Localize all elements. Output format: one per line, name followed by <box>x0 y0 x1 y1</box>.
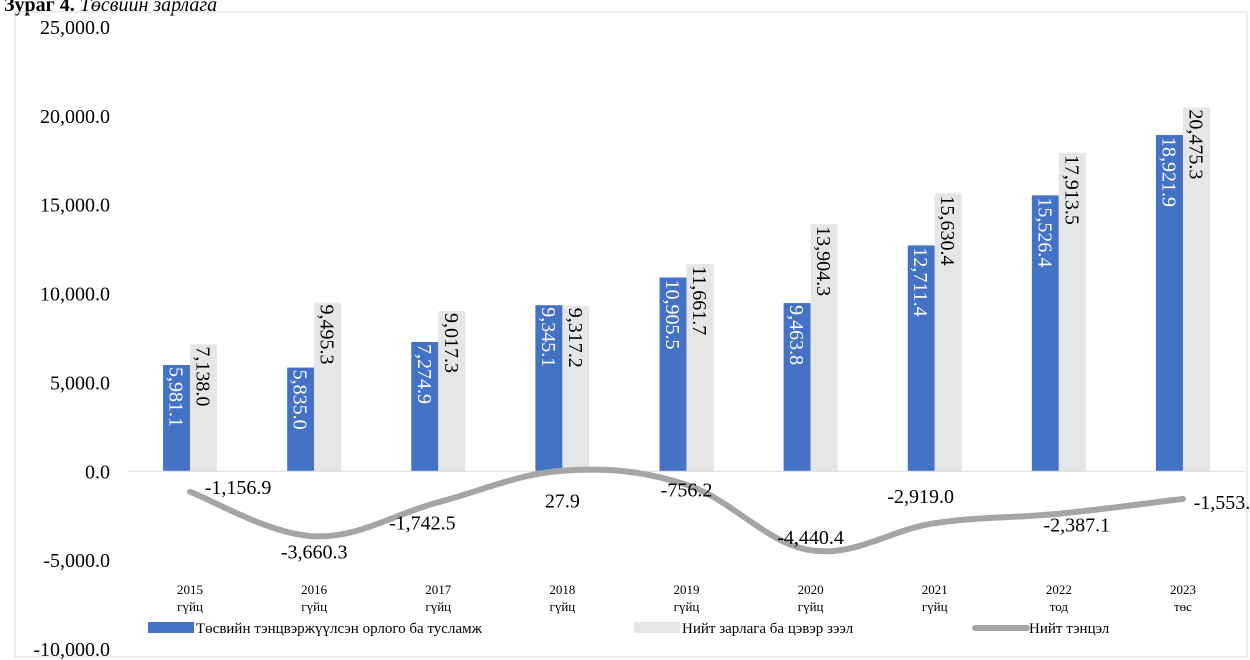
x-category-status: гүйц <box>922 599 948 614</box>
x-category-status: гүйц <box>550 599 576 614</box>
x-category-year: 2022 <box>1046 582 1072 597</box>
x-category-year: 2015 <box>177 582 203 597</box>
x-category-year: 2017 <box>425 582 452 597</box>
revenue-bar-label: 5,981.1 <box>165 367 187 427</box>
revenue-bar-label: 18,921.9 <box>1157 137 1179 207</box>
x-category-status: гүйц <box>301 599 327 614</box>
balance-label: -1,156.9 <box>205 477 272 499</box>
chart-area-border <box>14 11 1248 658</box>
balance-line <box>187 466 1186 555</box>
x-category-status: тод <box>1050 599 1069 614</box>
expenditure-bar-label: 7,138.0 <box>192 346 214 406</box>
revenue-bar <box>1155 135 1183 472</box>
revenue-bar <box>163 364 191 472</box>
legend-expenditure-label: Нийт зарлага ба цэвэр зээл <box>682 621 854 637</box>
x-category-year: 2021 <box>922 582 948 597</box>
revenue-bar-label: 15,526.4 <box>1033 197 1055 267</box>
x-category-year: 2020 <box>798 582 824 597</box>
legend: Төсвийн тэнцвэржүүлсэн орлого ба тусламж… <box>148 621 1110 637</box>
y-tick-label: 10,000.0 <box>40 284 110 306</box>
balance-label: -2,387.1 <box>1043 515 1110 537</box>
x-category-status: төс <box>1174 599 1192 614</box>
legend-revenue-label: Төсвийн тэнцвэржүүлсэн орлого ба тусламж <box>196 621 483 637</box>
legend-expenditure-swatch <box>634 622 680 633</box>
expenditure-bar-label: 17,913.5 <box>1060 155 1082 225</box>
y-tick-label: 25,000.0 <box>40 17 110 39</box>
balance-label: 27.9 <box>545 490 580 512</box>
legend-revenue-swatch <box>148 622 194 633</box>
revenue-bar-label: 9,345.1 <box>537 307 559 367</box>
x-axis-categories: 2015 гүйц 2016 гүйц 2017 гүйц 2018 гүйц 2019 гүйц… <box>177 582 1196 614</box>
revenue-bar-label: 5,835.0 <box>289 370 311 430</box>
expenditure-bar <box>1182 107 1210 472</box>
revenue-bar <box>1031 195 1059 472</box>
balance-label: -2,919.0 <box>887 486 954 508</box>
expenditure-bar <box>562 305 590 472</box>
expenditure-bar <box>190 344 218 472</box>
x-category-year: 2023 <box>1170 582 1196 597</box>
balance-label: -756.2 <box>661 480 713 502</box>
y-tick-label: -5,000.0 <box>43 550 110 572</box>
y-axis: 25,000.0 20,000.0 15,000.0 10,000.0 5,000.0 0… <box>33 17 110 660</box>
balance-label: -1,742.5 <box>389 512 456 534</box>
expenditure-bar-label: 20,475.3 <box>1184 109 1206 179</box>
x-category-year: 2016 <box>301 582 328 597</box>
x-category-status: гүйц <box>177 599 203 614</box>
revenue-bar-label: 10,905.5 <box>661 279 683 349</box>
bar-data-labels: 5,981.1 7,138.0 5,835.09,495.3 7,274.99,017… <box>165 109 1207 429</box>
revenue-bar <box>535 305 563 472</box>
expenditure-bar-label: 9,495.3 <box>316 305 338 365</box>
revenue-bar-label: 7,274.9 <box>413 344 435 404</box>
x-category-status: гүйц <box>425 599 451 614</box>
expenditure-bar <box>314 302 342 472</box>
x-category-year: 2018 <box>549 582 575 597</box>
expenditure-bar <box>438 311 466 472</box>
y-tick-label: -10,000.0 <box>33 639 110 660</box>
expenditure-bar <box>934 193 962 472</box>
expenditure-bar-label: 9,017.3 <box>440 313 462 373</box>
expenditure-bar-label: 13,904.3 <box>812 226 834 296</box>
revenue-bar-label: 12,711.4 <box>909 247 931 316</box>
legend-balance-label: Нийт тэнцэл <box>1029 621 1110 637</box>
revenue-bar <box>659 277 687 472</box>
expenditure-bar-label: 15,630.4 <box>936 196 958 266</box>
revenue-bar <box>907 245 935 472</box>
balance-label: -1,553.4 <box>1194 492 1250 514</box>
revenue-bar <box>783 303 811 472</box>
line-series <box>187 466 1186 555</box>
expenditure-bar <box>810 224 838 472</box>
y-tick-label: 15,000.0 <box>40 195 110 217</box>
bar-series <box>163 107 1210 472</box>
revenue-bar <box>287 367 315 472</box>
revenue-bar <box>411 342 439 472</box>
expenditure-bar-label: 9,317.2 <box>564 308 586 368</box>
y-tick-label: 0.0 <box>85 461 110 483</box>
expenditure-bar-label: 11,661.7 <box>688 266 710 335</box>
y-tick-label: 20,000.0 <box>40 106 110 128</box>
x-category-status: гүйц <box>674 599 700 614</box>
revenue-bar-label: 9,463.8 <box>785 305 807 365</box>
x-category-year: 2019 <box>674 582 700 597</box>
expenditure-bar <box>686 264 714 472</box>
balance-label: -4,440.4 <box>777 527 844 549</box>
line-data-labels: -1,156.9 -3,660.3 -1,742.5 27.9 -756.2 -4,440… <box>205 477 1250 563</box>
expenditure-bar <box>1058 152 1086 472</box>
balance-label: -3,660.3 <box>281 541 348 563</box>
y-tick-label: 5,000.0 <box>50 372 110 394</box>
x-category-status: гүйц <box>798 599 824 614</box>
